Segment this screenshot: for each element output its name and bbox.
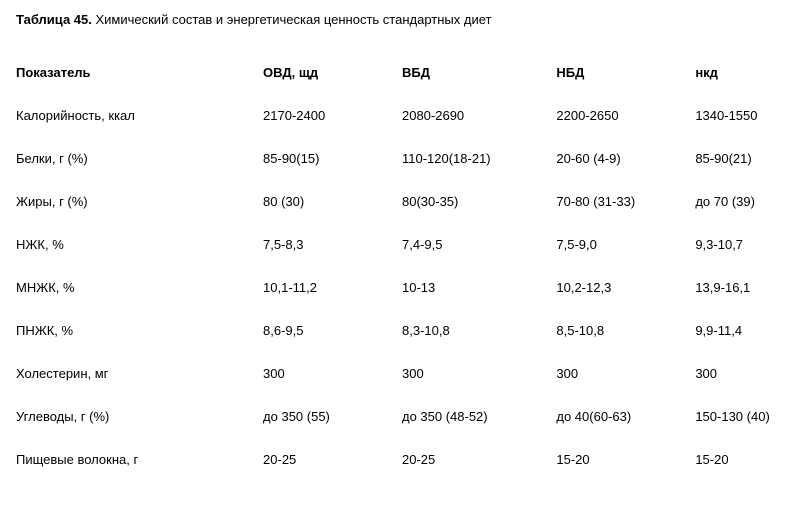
table-cell: 80 (30) [263, 180, 402, 223]
table-cell: 150-130 (40) [695, 395, 788, 438]
table-cell: НЖК, % [16, 223, 263, 266]
table-cell: 2170-2400 [263, 94, 402, 137]
table-cell: ПНЖК, % [16, 309, 263, 352]
table-cell: 9,9-11,4 [695, 309, 788, 352]
table-cell: 8,3-10,8 [402, 309, 556, 352]
table-row: Углеводы, г (%)до 350 (55)до 350 (48-52)… [16, 395, 788, 438]
table-cell: МНЖК, % [16, 266, 263, 309]
table-cell: Жиры, г (%) [16, 180, 263, 223]
table-cell: 10,2-12,3 [556, 266, 695, 309]
table-cell: 7,5-9,0 [556, 223, 695, 266]
table-cell: 85-90(15) [263, 137, 402, 180]
table-cell: до 70 (39) [695, 180, 788, 223]
table-cell: 8,6-9,5 [263, 309, 402, 352]
table-cell: 80(30-35) [402, 180, 556, 223]
table-header-row: Показатель ОВД, щд ВБД НБД нкд [16, 51, 788, 94]
table-cell: 70-80 (31-33) [556, 180, 695, 223]
table-cell: Холестерин, мг [16, 352, 263, 395]
table-body: Калорийность, ккал2170-24002080-26902200… [16, 94, 788, 481]
table-cell: до 40(60-63) [556, 395, 695, 438]
table-cell: Углеводы, г (%) [16, 395, 263, 438]
table-cell: до 350 (48-52) [402, 395, 556, 438]
table-cell: Калорийность, ккал [16, 94, 263, 137]
table-cell: 10-13 [402, 266, 556, 309]
table-cell: 13,9-16,1 [695, 266, 788, 309]
table-cell: 15-20 [695, 438, 788, 481]
table-cell: 20-60 (4-9) [556, 137, 695, 180]
table-cell: 300 [556, 352, 695, 395]
table-row: НЖК, %7,5-8,37,4-9,57,5-9,09,3-10,7 [16, 223, 788, 266]
table-cell: 1340-1550 [695, 94, 788, 137]
table-cell: 7,4-9,5 [402, 223, 556, 266]
table-row: Пищевые волокна, г20-2520-2515-2015-20 [16, 438, 788, 481]
col-header-vbd: ВБД [402, 51, 556, 94]
table-row: Жиры, г (%)80 (30)80(30-35)70-80 (31-33)… [16, 180, 788, 223]
table-cell: 300 [402, 352, 556, 395]
table-cell: 20-25 [402, 438, 556, 481]
table-cell: 300 [695, 352, 788, 395]
table-cell: 15-20 [556, 438, 695, 481]
table-description: Химический состав и энергетическая ценно… [92, 12, 492, 27]
table-cell: 300 [263, 352, 402, 395]
table-cell: 8,5-10,8 [556, 309, 695, 352]
table-row: ПНЖК, %8,6-9,58,3-10,88,5-10,89,9-11,4 [16, 309, 788, 352]
table-row: Холестерин, мг300300300300 [16, 352, 788, 395]
col-header-nkd: нкд [695, 51, 788, 94]
table-cell: до 350 (55) [263, 395, 402, 438]
table-caption: Таблица 45. Химический состав и энергети… [16, 12, 788, 27]
table-cell: 110-120(18-21) [402, 137, 556, 180]
col-header-ovd: ОВД, щд [263, 51, 402, 94]
table-number: Таблица 45. [16, 12, 92, 27]
table-row: Белки, г (%)85-90(15)110-120(18-21)20-60… [16, 137, 788, 180]
table-cell: 85-90(21) [695, 137, 788, 180]
table-cell: Пищевые волокна, г [16, 438, 263, 481]
table-cell: 10,1-11,2 [263, 266, 402, 309]
table-cell: 2080-2690 [402, 94, 556, 137]
diet-composition-table: Показатель ОВД, щд ВБД НБД нкд Калорийно… [16, 51, 788, 481]
col-header-nbd: НБД [556, 51, 695, 94]
table-cell: 9,3-10,7 [695, 223, 788, 266]
table-row: Калорийность, ккал2170-24002080-26902200… [16, 94, 788, 137]
table-row: МНЖК, %10,1-11,210-1310,2-12,313,9-16,1 [16, 266, 788, 309]
table-cell: Белки, г (%) [16, 137, 263, 180]
table-cell: 20-25 [263, 438, 402, 481]
table-cell: 2200-2650 [556, 94, 695, 137]
table-cell: 7,5-8,3 [263, 223, 402, 266]
col-header-indicator: Показатель [16, 51, 263, 94]
